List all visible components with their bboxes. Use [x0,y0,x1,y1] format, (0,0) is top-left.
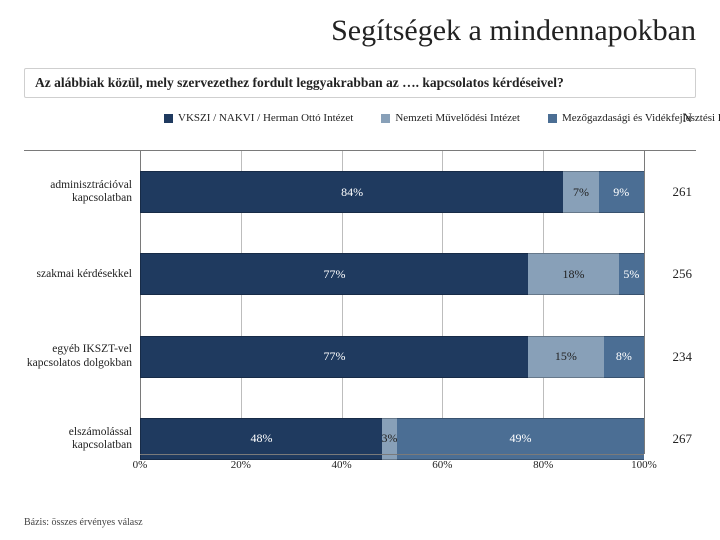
chart-area: adminisztrációval kapcsolatban84%7%9%261… [24,150,696,480]
x-tick-label: 0% [133,459,148,471]
bar-track: 84%7%9%261 [140,171,644,213]
bar-segment: 7% [563,171,598,213]
legend-item-1: Nemzeti Művelődési Intézet [381,112,520,124]
bar-segment: 5% [619,253,644,295]
category-label: elszámolással kapcsolatban [24,426,140,452]
category-label: szakmai kérdésekkel [24,268,140,281]
x-tick-label: 100% [631,459,657,471]
chart-row: egyéb IKSZT-vel kapcsolatos dolgokban77%… [24,322,696,391]
n-value: 256 [648,266,692,282]
chart-row: adminisztrációval kapcsolatban84%7%9%261 [24,158,696,227]
legend-label-1: Nemzeti Művelődési Intézet [395,112,520,124]
n-value: 261 [648,184,692,200]
question-box: Az alábbiak közül, mely szervezethez for… [24,68,696,98]
bar-segment: 8% [604,336,644,378]
legend-item-0: VKSZI / NAKVI / Herman Ottó Intézet [164,112,353,124]
bar-segment: 18% [528,253,619,295]
chart-row: szakmai kérdésekkel77%18%5%256 [24,240,696,309]
category-label: egyéb IKSZT-vel kapcsolatos dolgokban [24,343,140,369]
page-title: Segítségek a mindennapokban [24,14,696,48]
x-tick-label: 60% [432,459,452,471]
legend-label-0: VKSZI / NAKVI / Herman Ottó Intézet [178,112,353,124]
x-tick-label: 40% [332,459,352,471]
legend-swatch-0 [164,114,173,123]
bar-segment: 84% [140,171,563,213]
legend-swatch-2 [548,114,557,123]
bar-segment: 9% [599,171,644,213]
bar-segment: 15% [528,336,604,378]
footer-note: Bázis: összes érvényes válasz [24,517,143,528]
x-tick-label: 20% [231,459,251,471]
n-value: 267 [648,431,692,447]
category-label: adminisztrációval kapcsolatban [24,179,140,205]
x-tick-label: 80% [533,459,553,471]
bar-segment: 77% [140,336,528,378]
n-value: 234 [648,349,692,365]
bar-track: 77%15%8%234 [140,336,644,378]
x-axis: 0%20%40%60%80%100% [140,454,644,480]
n-column-header: N [683,110,692,126]
legend-label-2: Mezőgazdasági és Vidékfejlesztési Hivata… [562,112,720,124]
bar-track: 77%18%5%256 [140,253,644,295]
legend-item-2: Mezőgazdasági és Vidékfejlesztési Hivata… [548,112,720,124]
slide-root: Segítségek a mindennapokban Az alábbiak … [0,0,720,540]
legend-swatch-1 [381,114,390,123]
bar-segment: 77% [140,253,528,295]
legend: VKSZI / NAKVI / Herman Ottó Intézet Nemz… [164,112,696,124]
